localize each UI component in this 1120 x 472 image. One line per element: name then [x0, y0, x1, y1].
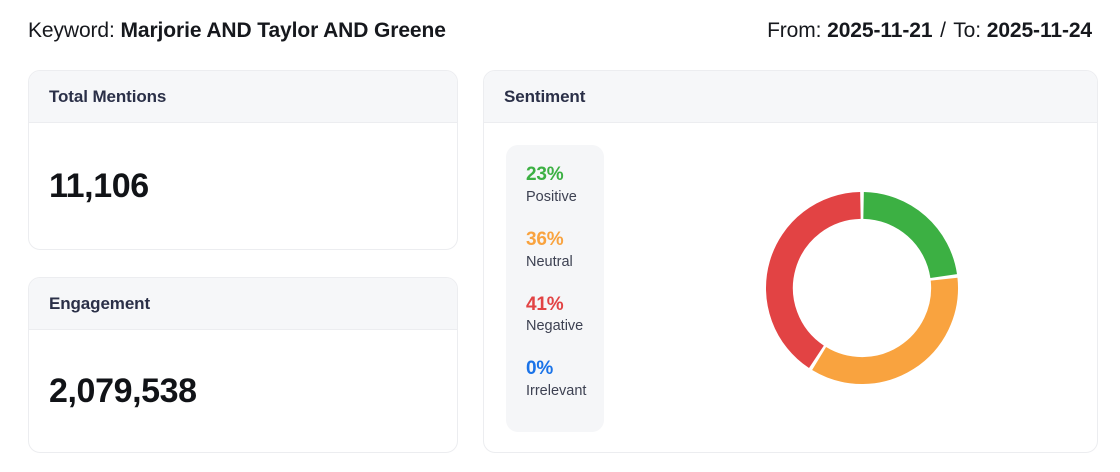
to-date-value: 2025-11-24 [986, 19, 1092, 42]
legend-percent-positive: 23% [526, 164, 564, 185]
engagement-card: Engagement 2,079,538 [28, 277, 458, 453]
keyword-value: Marjorie AND Taylor AND Greene [120, 19, 446, 42]
dashboard-header: Keyword: Marjorie AND Taylor AND Greene … [0, 0, 1120, 62]
total-mentions-card-body: 11,106 [29, 123, 457, 249]
engagement-value: 2,079,538 [49, 372, 197, 410]
date-range-separator: / [940, 19, 946, 42]
donut-segment-positive [862, 192, 957, 279]
legend-percent-negative: 41% [526, 293, 564, 315]
legend-label-neutral: Neutral [526, 253, 573, 270]
legend-label-irrelevant: Irrelevant [526, 383, 587, 400]
total-mentions-card-header: Total Mentions [29, 71, 457, 123]
donut-segment-neutral [812, 277, 958, 384]
total-mentions-card: Total Mentions 11,106 [28, 70, 458, 250]
legend-percent-neutral: 36% [526, 228, 564, 250]
legend-item-negative: 41% Negative [526, 293, 604, 338]
legend-label-positive: Positive [526, 188, 577, 205]
date-range-summary: From: 2025-11-21 / To: 2025-11-24 [767, 19, 1092, 43]
sentiment-card-header: Sentiment [484, 71, 1097, 123]
engagement-card-header: Engagement [29, 278, 457, 330]
legend-label-negative: Negative [526, 318, 584, 335]
sentiment-card: Sentiment 23% Positive 36% Neutral 41% N… [483, 70, 1098, 453]
engagement-card-body: 2,079,538 [29, 330, 457, 452]
legend-item-irrelevant: 0% Irrelevant [526, 357, 604, 402]
sentiment-donut-chart [662, 143, 1062, 433]
from-label: From: [767, 19, 822, 42]
from-date-value: 2025-11-21 [827, 19, 933, 42]
legend-percent-irrelevant: 0% [526, 358, 554, 380]
sentiment-legend: 23% Positive 36% Neutral 41% Negative 0%… [506, 145, 604, 432]
donut-segment-negative [766, 192, 862, 369]
legend-item-neutral: 36% Neutral [526, 228, 604, 273]
donut-svg [766, 192, 958, 384]
to-label: To: [953, 19, 981, 42]
total-mentions-value: 11,106 [49, 167, 149, 205]
keyword-summary: Keyword: Marjorie AND Taylor AND Greene [28, 19, 446, 43]
sentiment-title: Sentiment [504, 86, 586, 106]
engagement-title: Engagement [49, 293, 151, 313]
sentiment-card-body: 23% Positive 36% Neutral 41% Negative 0%… [484, 123, 1097, 452]
legend-item-positive: 23% Positive [526, 163, 604, 208]
keyword-label: Keyword: [28, 19, 115, 42]
total-mentions-title: Total Mentions [49, 86, 167, 106]
